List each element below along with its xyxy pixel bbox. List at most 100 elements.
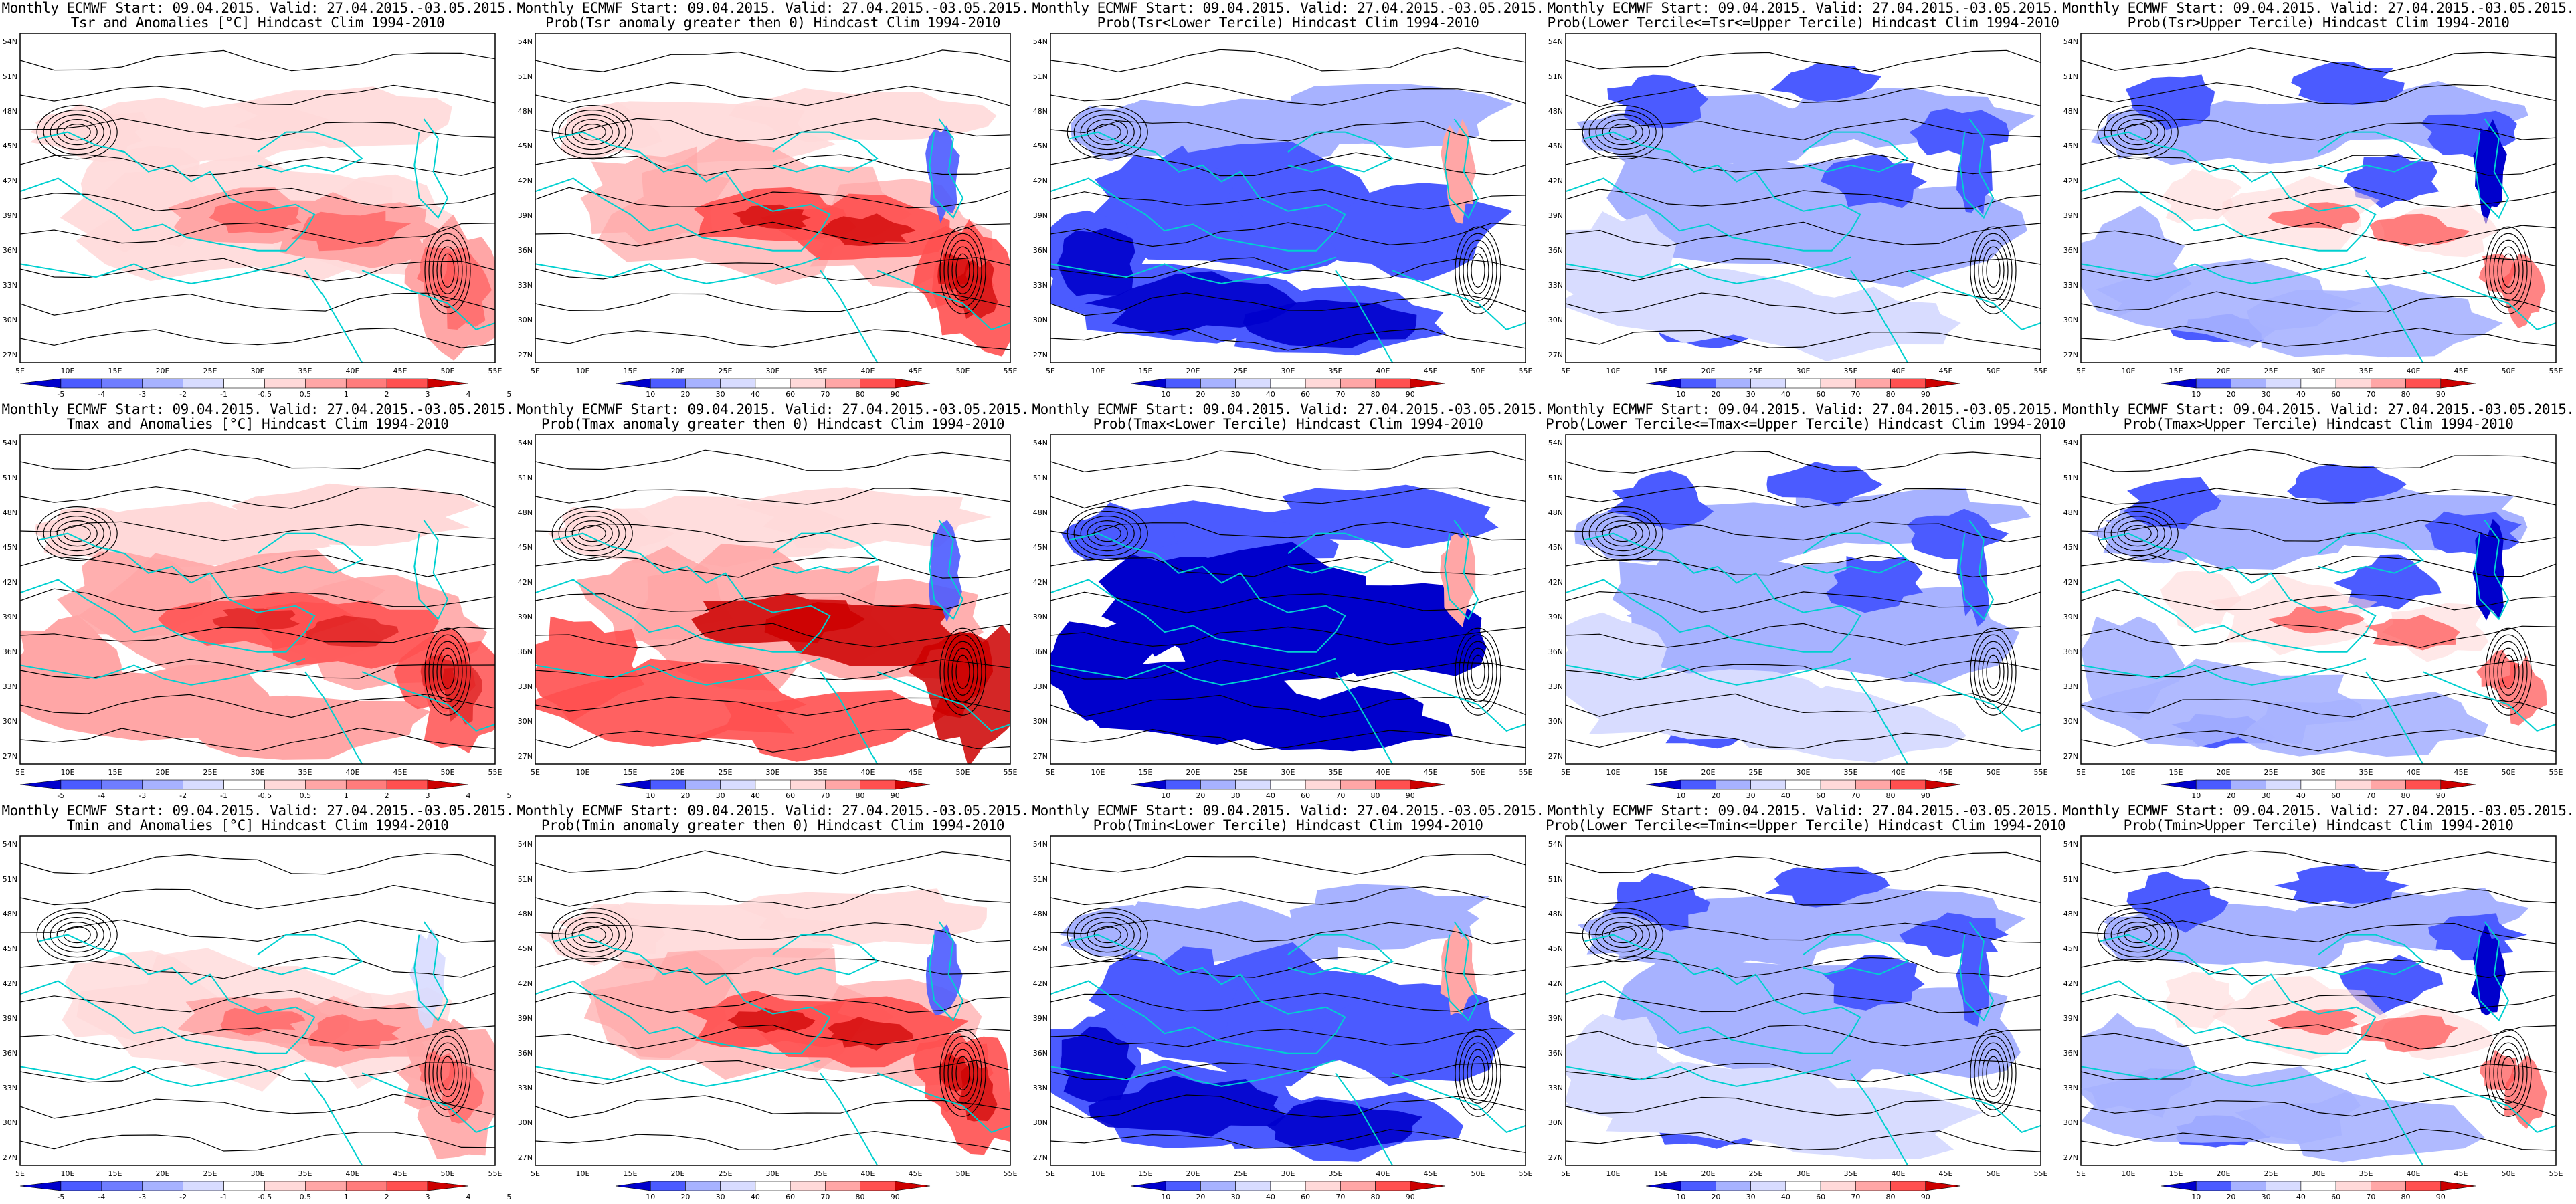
map-frame — [1050, 434, 1526, 765]
colorbar-label: 40 — [1781, 791, 1790, 800]
colorbar-label: 20 — [1711, 1193, 1720, 1201]
x-tick-label: 50E — [1471, 367, 1485, 375]
shaded-field — [1566, 836, 2041, 1165]
colorbar-swatch — [650, 378, 686, 389]
panel-title-line1: Monthly ECMWF Start: 09.04.2015. Valid: … — [2062, 0, 2575, 16]
y-tick-label: 33N — [1033, 1084, 1048, 1092]
colorbar-label: 80 — [1371, 791, 1380, 800]
climatology-contours — [1566, 49, 2041, 350]
y-tick-label: 33N — [1033, 682, 1048, 691]
x-tick-label: 15E — [624, 1169, 638, 1178]
colorbar-swatch — [427, 1181, 469, 1191]
y-tick-label: 54N — [2063, 439, 2078, 447]
colorbar-label: 60 — [2331, 791, 2340, 800]
colorbar-label: 40 — [1266, 1193, 1275, 1201]
x-tick-label: 25E — [203, 1169, 217, 1178]
shaded-field — [1566, 33, 2041, 363]
x-tick-label: 40E — [861, 1169, 875, 1178]
x-tick-label: 5E — [1561, 768, 1570, 777]
y-tick-label: 45N — [1033, 543, 1048, 552]
y-tick-label: 27N — [1548, 1153, 1563, 1162]
colorbar-label: 30 — [2262, 390, 2271, 399]
x-tick-label: 40E — [861, 768, 875, 777]
colorbar-label: 60 — [2331, 390, 2340, 399]
map-canvas: 5E 10E 15E 20E 25E 30E 35E 40E 45E 50E 55E 54N 51N 48… — [2063, 33, 2563, 399]
map-frame — [19, 33, 496, 363]
colorbar-label: 80 — [2401, 390, 2411, 399]
colorbar-swatch — [1785, 378, 1821, 389]
colorbar-swatch — [183, 1181, 224, 1191]
colorbar: 10 20 30 40 60 70 80 90 — [2160, 378, 2476, 399]
y-tick-label: 36N — [3, 246, 17, 255]
colorbar-swatch — [183, 378, 224, 389]
shaded-field — [535, 435, 1010, 764]
x-tick-label: 55E — [1519, 768, 1533, 777]
colorbar: 10 20 30 40 60 70 80 90 — [615, 779, 931, 800]
colorbar-swatch — [2335, 1181, 2371, 1191]
x-tick-label: 10E — [576, 768, 590, 777]
y-tick-label: 33N — [2063, 1084, 2078, 1092]
x-tick-label: 25E — [2264, 768, 2278, 777]
colorbar-label: 70 — [1851, 791, 1860, 800]
colorbar-swatch — [1130, 1181, 1166, 1191]
colorbar-swatch — [860, 1181, 896, 1191]
x-tick-label: 35E — [1844, 768, 1858, 777]
map-canvas: 5E 10E 15E 20E 25E 30E 35E 40E 45E 50E 55E 54N 51N 48… — [1548, 434, 2048, 800]
panel-title-line2: Prob(Tmin anomaly greater then 0) Hindca… — [541, 817, 1005, 833]
y-tick-label: 30N — [518, 717, 533, 726]
shaded-field — [1050, 33, 1526, 363]
colorbar-swatch — [860, 779, 896, 790]
colorbar-label: 90 — [2436, 390, 2446, 399]
colorbar-swatch — [2266, 378, 2302, 389]
panel-title-line2: Prob(Tsr<Lower Tercile) Hindcast Clim 19… — [1097, 15, 1479, 31]
y-tick-label: 54N — [1548, 840, 1563, 849]
map-frame — [535, 835, 1011, 1166]
panel-title-line1: Monthly ECMWF Start: 09.04.2015. Valid: … — [2062, 401, 2575, 417]
colorbar-label: -2 — [179, 1193, 187, 1201]
colorbar-swatch — [1270, 779, 1306, 790]
x-tick-label: 35E — [1844, 1169, 1858, 1178]
colorbar-label: 90 — [1921, 791, 1930, 800]
x-tick-label: 15E — [1654, 768, 1668, 777]
y-tick-label: 36N — [1548, 246, 1563, 255]
x-tick-label: 50E — [1987, 1169, 2001, 1178]
y-tick-label: 39N — [518, 1014, 533, 1023]
shaded-field — [2081, 836, 2556, 1165]
y-tick-label: 54N — [1033, 840, 1048, 849]
y-tick-label: 27N — [3, 350, 17, 359]
colorbar-label: 20 — [1196, 791, 1205, 800]
colorbar-swatch — [1785, 779, 1821, 790]
map-frame — [1050, 835, 1526, 1166]
panel-title-line2: Prob(Tmin>Upper Tercile) Hindcast Clim 1… — [2123, 817, 2514, 833]
colorbar-swatch — [1200, 779, 1236, 790]
colorbar: 10 20 30 40 60 70 80 90 — [1645, 1181, 1961, 1201]
coastlines — [1566, 921, 2041, 1165]
x-tick-label: 30E — [1797, 768, 1811, 777]
y-tick-label: 39N — [1548, 1014, 1563, 1023]
x-tick-label: 45E — [1939, 367, 1953, 375]
x-tick-label: 50E — [2502, 367, 2516, 375]
y-tick-label: 42N — [3, 177, 17, 185]
shaded-field — [535, 836, 1010, 1165]
y-tick-label: 33N — [1548, 682, 1563, 691]
x-tick-label: 5E — [1561, 367, 1570, 375]
y-tick-label: 45N — [1548, 142, 1563, 150]
x-tick-label: 5E — [1046, 768, 1055, 777]
panel-title-line1: Monthly ECMWF Start: 09.04.2015. Valid: … — [517, 0, 1029, 16]
x-tick-label: 20E — [1186, 1169, 1200, 1178]
x-tick-label: 5E — [531, 367, 540, 375]
panel-title-line1: Monthly ECMWF Start: 09.04.2015. Valid: … — [517, 803, 1029, 819]
x-tick-label: 50E — [1471, 768, 1485, 777]
x-tick-label: 45E — [1424, 367, 1438, 375]
colorbar-label: 70 — [820, 390, 830, 399]
colorbar-label: 5 — [507, 791, 511, 800]
coastlines — [1566, 118, 2041, 363]
x-tick-label: 50E — [1987, 367, 2001, 375]
y-tick-label: 45N — [1548, 944, 1563, 953]
colorbar-swatch — [19, 378, 62, 389]
x-tick-label: 55E — [1004, 367, 1018, 375]
x-tick-label: 30E — [2312, 1169, 2326, 1178]
colorbar-label: 90 — [1406, 791, 1415, 800]
climatology-contours — [20, 49, 495, 348]
colorbar-label: 60 — [1301, 791, 1310, 800]
